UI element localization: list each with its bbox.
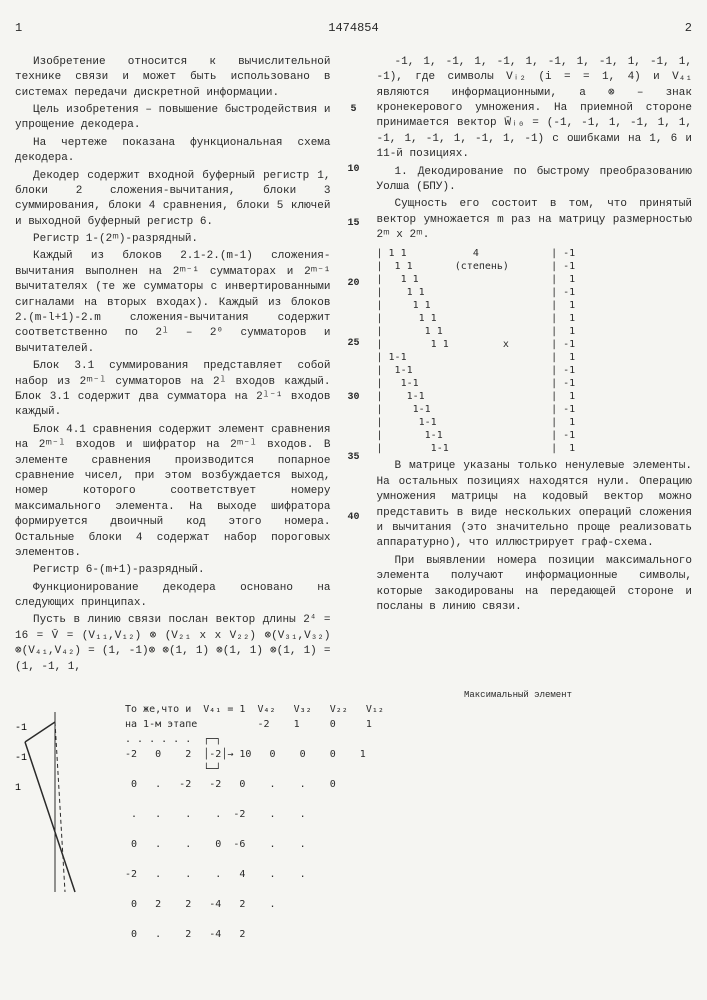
line-num-35: 35 bbox=[343, 451, 365, 465]
para-functioning: Функционирование декодера основано на сл… bbox=[15, 581, 331, 612]
para-decoder: Декодер содержит входной буферный регист… bbox=[15, 169, 331, 231]
line-num-20: 20 bbox=[343, 277, 365, 291]
data-table: То же,что и V₄₁ = 1 V₄₂ V₃₂ V₂₂ V₁₂ на 1… bbox=[125, 702, 384, 942]
column-number-left: 1 bbox=[15, 20, 22, 45]
para-drawing: На чертеже показана функциональная схема… bbox=[15, 136, 331, 167]
line-num-25: 25 bbox=[343, 337, 365, 351]
para-register1: Регистр 1-(2ᵐ)-разрядный. bbox=[15, 232, 331, 247]
para-block41: Блок 4.1 сравнения содержит элемент срав… bbox=[15, 423, 331, 562]
graph-diagram-icon: -1 -1 1 bbox=[15, 702, 105, 902]
para-essence: Сущность его состоит в том, что принятый… bbox=[377, 197, 693, 243]
two-column-layout: Изобретение относится к вычислительной т… bbox=[15, 55, 692, 677]
line-num-10: 10 bbox=[343, 163, 365, 177]
para-goal: Цель изобретения – повышение быстродейст… bbox=[15, 103, 331, 134]
diag-val-2: -1 bbox=[15, 753, 27, 764]
para-vector-cont: -1, 1, -1, 1, -1, 1, -1, 1, -1, 1, -1, 1… bbox=[377, 55, 693, 163]
left-column: Изобретение относится к вычислительной т… bbox=[15, 55, 331, 677]
right-column: -1, 1, -1, 1, -1, 1, -1, 1, -1, 1, -1, 1… bbox=[377, 55, 693, 677]
para-blocks2: Каждый из блоков 2.1-2.(m-1) сложения-вы… bbox=[15, 249, 331, 357]
para-vector: Пусть в линию связи послан вектор длины … bbox=[15, 613, 331, 675]
line-number-gutter: 5 10 15 20 25 30 35 40 bbox=[343, 55, 365, 677]
matrix-display: | 1 1 4 | -1 | 1 1 (степень) | -1 | 1 1 … bbox=[377, 247, 693, 455]
para-decoding: 1. Декодирование по быстрому преобразова… bbox=[377, 165, 693, 196]
para-detection: При выявлении номера позиции максимально… bbox=[377, 554, 693, 616]
para-matrix-note: В матрице указаны только ненулевые элеме… bbox=[377, 459, 693, 551]
line-num-40: 40 bbox=[343, 511, 365, 525]
line-num-15: 15 bbox=[343, 217, 365, 231]
diag-val-3: 1 bbox=[15, 783, 21, 794]
bottom-diagram-section: Максимальный элемент -1 -1 1 То же,что и… bbox=[15, 689, 692, 942]
para-intro: Изобретение относится к вычислительной т… bbox=[15, 55, 331, 101]
line-num-30: 30 bbox=[343, 391, 365, 405]
para-block31: Блок 3.1 суммирования представляет собой… bbox=[15, 359, 331, 421]
para-register6: Регистр 6-(m+1)-разрядный. bbox=[15, 563, 331, 578]
max-element-label: Максимальный элемент bbox=[15, 689, 572, 702]
line-num-5: 5 bbox=[343, 103, 365, 117]
column-number-right: 2 bbox=[685, 20, 692, 45]
diag-val-1: -1 bbox=[15, 723, 27, 734]
patent-number: 1474854 bbox=[328, 20, 378, 37]
